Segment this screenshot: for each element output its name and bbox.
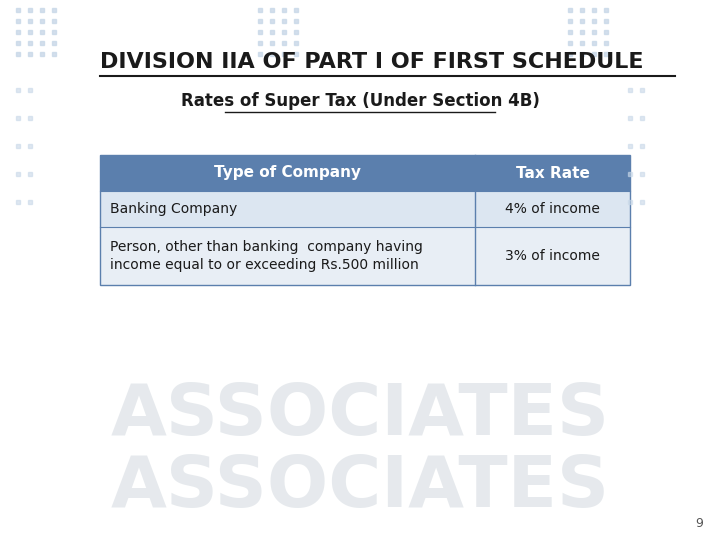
Text: ASSOCIATES: ASSOCIATES xyxy=(110,381,610,449)
Text: 4% of income: 4% of income xyxy=(505,202,600,216)
Text: Person, other than banking  company having
income equal to or exceeding Rs.500 m: Person, other than banking company havin… xyxy=(110,240,423,272)
Text: 9: 9 xyxy=(695,517,703,530)
Text: DIVISION IIA OF PART I OF FIRST SCHEDULE: DIVISION IIA OF PART I OF FIRST SCHEDULE xyxy=(100,52,644,72)
Text: Rates of Super Tax (Under Section 4B): Rates of Super Tax (Under Section 4B) xyxy=(181,92,539,110)
Bar xyxy=(100,155,630,285)
Text: 3% of income: 3% of income xyxy=(505,249,600,263)
Bar xyxy=(100,227,630,285)
Text: Tax Rate: Tax Rate xyxy=(516,165,590,180)
Text: ASSOCIATES: ASSOCIATES xyxy=(110,454,610,523)
Bar xyxy=(100,155,630,191)
Text: Type of Company: Type of Company xyxy=(214,165,361,180)
Text: Banking Company: Banking Company xyxy=(110,202,238,216)
Bar xyxy=(100,191,630,227)
